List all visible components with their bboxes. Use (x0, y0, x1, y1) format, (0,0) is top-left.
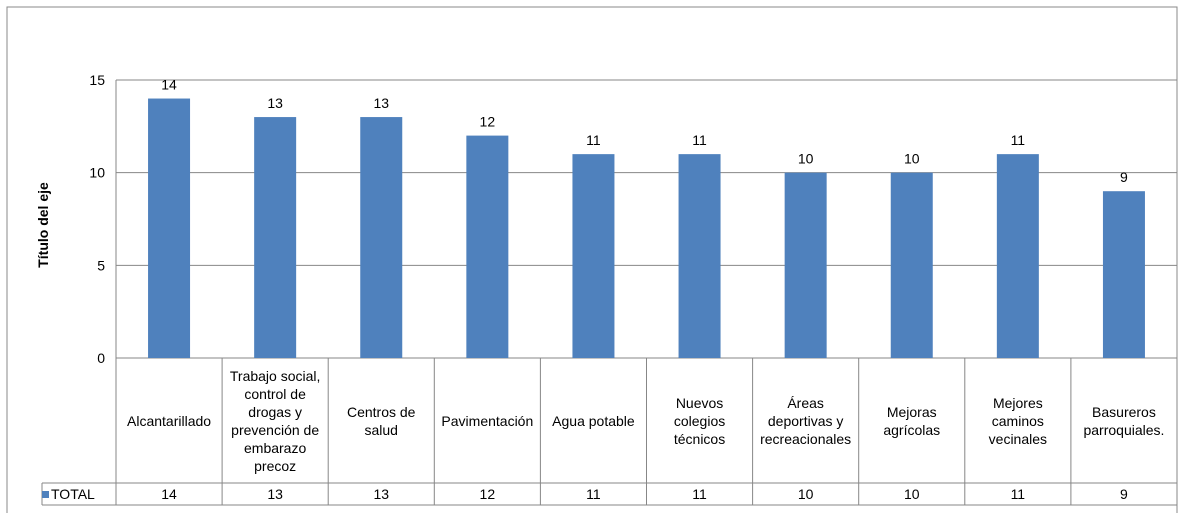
data-label: 14 (161, 77, 177, 93)
table-value: 13 (373, 486, 390, 502)
bar (890, 172, 933, 358)
x-category-label: Agua potable (552, 412, 635, 429)
x-category-label: Áreas deportivas y recreacionales (760, 394, 852, 447)
y-tick-label: 15 (89, 72, 105, 88)
bar (148, 98, 191, 359)
bar (572, 154, 615, 358)
table-value: 10 (797, 486, 814, 502)
table-value: 10 (903, 486, 920, 502)
table-value: 11 (1010, 486, 1026, 502)
x-category-label: Nuevos colegios técnicos (673, 394, 726, 447)
bars (148, 98, 1145, 359)
data-label: 13 (373, 95, 389, 111)
data-label: 9 (1120, 169, 1128, 185)
table-value: 14 (161, 486, 177, 502)
data-label: 11 (692, 132, 707, 148)
bar (360, 117, 403, 358)
data-table-lines (41, 358, 1178, 506)
table-value: 13 (267, 486, 283, 502)
bar (1102, 191, 1145, 358)
x-category-label: Centros de salud (346, 403, 416, 438)
data-label: 13 (267, 95, 283, 111)
y-tick-label: 5 (97, 257, 105, 273)
data-label: 11 (1011, 132, 1026, 148)
y-tick-label: 10 (89, 165, 105, 181)
x-category-label: Mejoras agrícolas (883, 403, 941, 438)
y-axis-title: Título del eje (35, 182, 51, 268)
data-label: 10 (904, 151, 920, 167)
table-value: 11 (586, 486, 601, 502)
bar (254, 117, 297, 358)
x-category-label: Mejores caminos vecinales (988, 394, 1048, 447)
table-value: 9 (1120, 486, 1128, 502)
y-axis-ticks: 0 5 10 15 (89, 72, 105, 366)
y-tick-label: 0 (97, 350, 105, 366)
x-category-label: Trabajo social, control de drogas y prev… (229, 367, 321, 474)
data-labels: 14 13 13 12 11 11 10 10 11 9 (161, 77, 1128, 186)
bar (784, 172, 827, 358)
data-label: 10 (798, 151, 814, 167)
legend-swatch (42, 490, 49, 498)
x-category-label: Pavimentación (441, 412, 534, 429)
chart-border (6, 6, 1178, 513)
legend-entry: TOTAL (42, 483, 116, 505)
data-label: 11 (586, 132, 601, 148)
bar (466, 135, 509, 358)
x-category-label: Basureros parroquiales. (1083, 403, 1165, 438)
bar (996, 154, 1039, 358)
table-value: 12 (479, 486, 496, 502)
legend-series-name: TOTAL (51, 486, 95, 502)
bar (678, 154, 721, 358)
data-label: 12 (480, 114, 496, 130)
x-category-label: Alcantarillado (127, 412, 212, 429)
table-value: 11 (692, 486, 707, 502)
